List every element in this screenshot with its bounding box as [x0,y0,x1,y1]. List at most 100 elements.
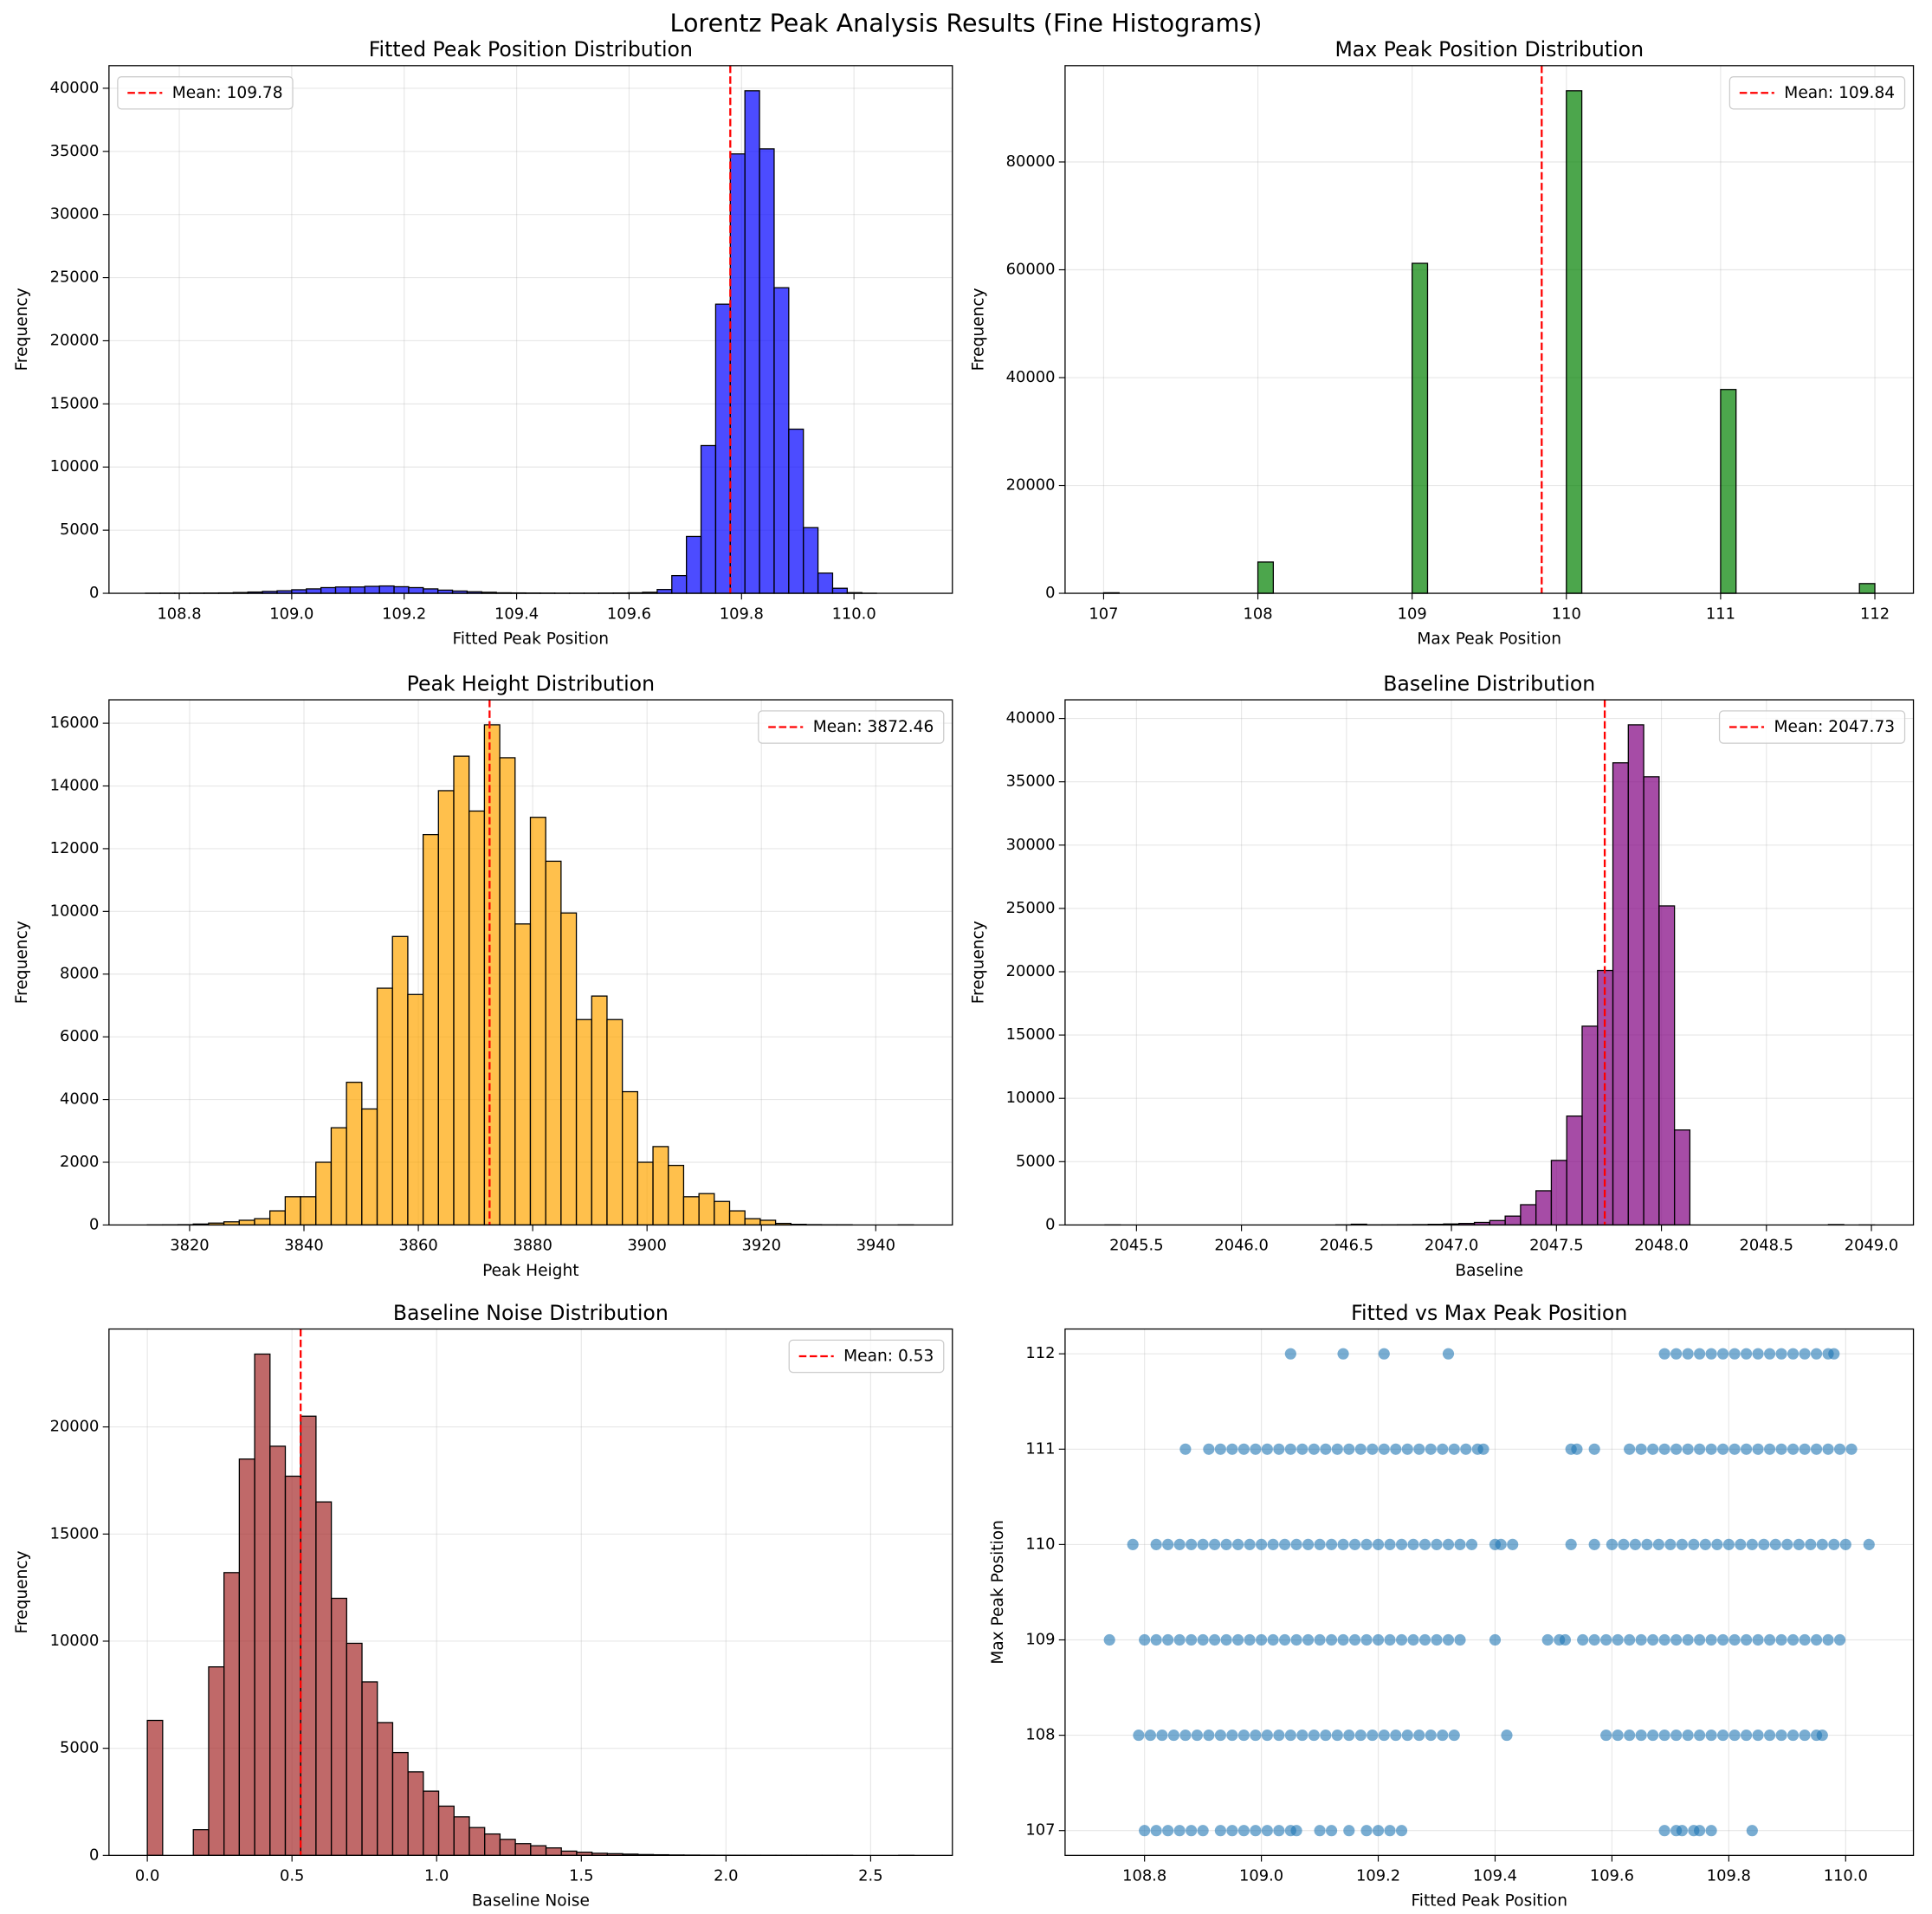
bar [453,1816,470,1856]
point [1741,1633,1753,1646]
point [1103,1633,1115,1646]
point [1752,1730,1764,1742]
y-tick-label: 20000 [1006,476,1056,495]
point [1705,1825,1717,1837]
point [1302,1538,1315,1550]
y-tick-label: 35000 [50,142,100,160]
point [1232,1633,1244,1646]
x-tick-label: 110.0 [832,605,876,623]
y-tick-label: 15000 [1006,1025,1056,1044]
point [1186,1538,1198,1550]
bar [1720,389,1737,594]
point [1565,1538,1577,1550]
point [1624,1443,1636,1455]
point [1395,1825,1408,1837]
point [1173,1538,1186,1550]
point [1360,1825,1373,1837]
point [1763,1730,1776,1742]
x-tick-label: 109.8 [720,605,764,623]
point [1372,1538,1385,1550]
point [1758,1538,1770,1550]
point [1775,1348,1787,1360]
bar [714,303,731,594]
bar [575,1018,592,1226]
point [1775,1633,1787,1646]
point [1647,1633,1659,1646]
point [1588,1538,1600,1550]
point [1179,1443,1192,1455]
point [1741,1730,1753,1742]
point [1810,1633,1823,1646]
bar [682,1196,700,1226]
y-axis-label: Frequency [969,921,987,1004]
bar [208,1666,225,1856]
point [1833,1443,1846,1455]
y-tick-label: 111 [1025,1439,1055,1458]
x-tick-label: 109 [1398,605,1427,623]
point [1682,1348,1694,1360]
bar [803,527,819,594]
point [1437,1730,1449,1742]
point [1694,1443,1706,1455]
x-tick-label: 3920 [742,1237,781,1255]
point [1728,1633,1741,1646]
bar [560,1850,578,1856]
y-tick-label: 30000 [50,205,100,223]
bar [315,1161,333,1226]
bar [376,987,393,1226]
bar [346,1082,363,1226]
bar [315,1501,333,1856]
bar [330,1127,347,1226]
point [1728,1348,1741,1360]
point [1670,1348,1683,1360]
point [1401,1443,1413,1455]
point [1629,1538,1641,1550]
bar [468,1827,486,1856]
bar [468,810,486,1226]
legend-box [1718,710,1906,744]
y-tick-label: 4000 [60,1090,99,1109]
bar [423,1790,440,1856]
bar [393,585,410,594]
point [1284,1730,1296,1742]
point [1407,1538,1419,1550]
point [1144,1730,1156,1742]
y-tick-label: 80000 [1006,152,1056,171]
point [1775,1443,1787,1455]
bar [560,912,578,1226]
x-tick-label: 0.5 [280,1867,304,1885]
axes-title: Fitted vs Max Peak Position [1351,1301,1627,1325]
point [1378,1348,1390,1360]
point [1413,1443,1425,1455]
point [1465,1538,1478,1550]
y-tick-label: 15000 [50,1524,100,1542]
x-tick-label: 1.0 [424,1867,449,1885]
point [1442,1633,1455,1646]
point [1337,1633,1349,1646]
point [1267,1633,1279,1646]
x-tick-label: 3820 [170,1237,209,1255]
point [1290,1538,1302,1550]
x-tick-label: 109.6 [607,605,651,623]
point [1308,1443,1320,1455]
point [1763,1633,1776,1646]
legend-box [117,76,294,110]
point [1763,1443,1776,1455]
x-tick-label: 2049.0 [1845,1237,1899,1255]
point [1348,1538,1361,1550]
y-axis-label: Max Peak Position [989,1520,1007,1665]
bar [514,1843,532,1856]
bar [453,755,470,1226]
x-tick-label: 3860 [398,1237,437,1255]
point [1261,1730,1273,1742]
bar [1550,1160,1567,1226]
point [1658,1443,1670,1455]
bar [700,444,717,594]
bar [346,1642,363,1856]
point [1314,1825,1326,1837]
bar [361,1108,378,1226]
point [1279,1538,1291,1550]
point [1694,1730,1706,1742]
point [1325,1538,1338,1550]
bar [284,1475,301,1856]
